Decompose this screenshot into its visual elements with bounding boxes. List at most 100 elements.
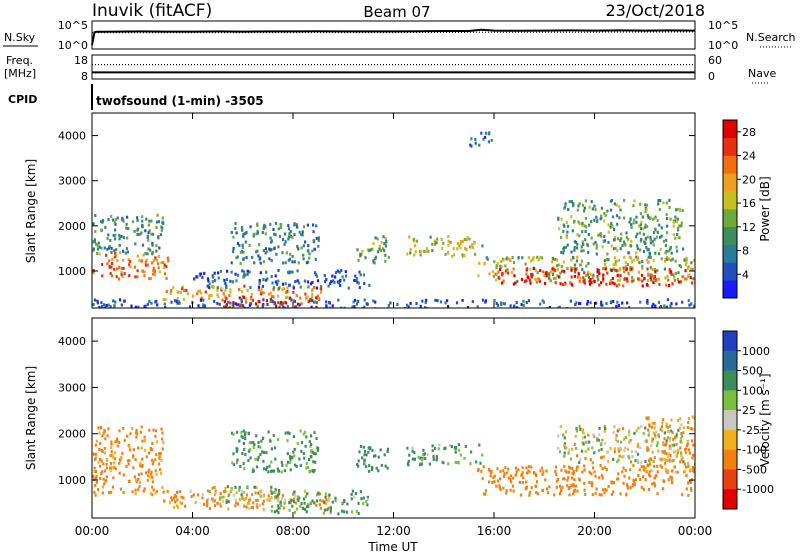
velocity-ylabel: Slant Range [km] bbox=[24, 366, 38, 470]
echo-cell bbox=[408, 235, 411, 239]
echo-cell bbox=[144, 448, 147, 452]
echo-cell bbox=[168, 501, 172, 505]
echo-cell bbox=[423, 249, 426, 253]
echo-cell bbox=[590, 200, 593, 204]
echo-cell bbox=[581, 428, 585, 432]
echo-cell bbox=[140, 425, 143, 429]
echo-cell bbox=[623, 198, 626, 202]
echo-cell bbox=[511, 256, 514, 259]
echo-cell bbox=[690, 267, 693, 271]
freq-right-tick-bottom: 0 bbox=[708, 70, 715, 83]
echo-cell bbox=[134, 275, 137, 279]
echo-cell bbox=[651, 304, 654, 308]
echo-cell bbox=[279, 300, 282, 304]
echo-cell bbox=[595, 487, 598, 491]
echo-cell bbox=[208, 282, 211, 286]
echo-cell bbox=[528, 470, 531, 474]
echo-cell bbox=[685, 487, 688, 491]
echo-cell bbox=[498, 264, 502, 268]
echo-cell bbox=[490, 138, 493, 142]
echo-cell bbox=[283, 469, 286, 473]
echo-cell bbox=[94, 443, 97, 447]
echo-cell bbox=[256, 465, 259, 469]
echo-cell bbox=[674, 215, 677, 219]
echo-cell bbox=[162, 261, 165, 265]
echo-cell bbox=[355, 278, 358, 282]
echo-cell bbox=[595, 220, 599, 223]
echo-cell bbox=[590, 220, 593, 224]
echo-cell bbox=[502, 279, 505, 283]
echo-cell bbox=[376, 237, 379, 241]
echo-cell bbox=[564, 205, 567, 209]
echo-cell bbox=[618, 449, 621, 453]
echo-cell bbox=[674, 271, 677, 275]
echo-cell bbox=[382, 235, 385, 239]
echo-cell bbox=[633, 218, 636, 222]
echo-cell bbox=[207, 279, 210, 283]
echo-cell bbox=[676, 233, 679, 236]
echo-cell bbox=[385, 240, 388, 244]
echo-cell bbox=[363, 305, 366, 308]
echo-cell bbox=[232, 235, 235, 239]
echo-cell bbox=[146, 263, 149, 267]
echo-cell bbox=[617, 258, 620, 262]
echo-cell bbox=[587, 233, 590, 237]
echo-cell bbox=[227, 500, 230, 504]
echo-cell bbox=[244, 437, 247, 440]
echo-cell bbox=[238, 488, 241, 492]
echo-cell bbox=[151, 243, 154, 247]
echo-cell bbox=[451, 254, 454, 258]
echo-cell bbox=[640, 220, 643, 224]
echo-cell bbox=[663, 267, 666, 271]
echo-cell bbox=[252, 234, 255, 238]
echo-cell bbox=[261, 304, 264, 308]
echo-cell bbox=[579, 302, 582, 305]
echo-cell bbox=[647, 260, 650, 264]
echo-cell bbox=[323, 500, 326, 504]
echo-cell bbox=[602, 273, 605, 277]
echo-cell bbox=[174, 494, 177, 497]
echo-cell bbox=[484, 131, 488, 135]
echo-cell bbox=[265, 250, 269, 254]
echo-cell bbox=[372, 259, 375, 263]
echo-cell bbox=[175, 299, 178, 303]
echo-cell bbox=[252, 441, 255, 444]
echo-cell bbox=[594, 208, 597, 212]
echo-cell bbox=[262, 499, 265, 503]
echo-cell bbox=[499, 268, 502, 271]
echo-cell bbox=[574, 434, 577, 438]
echo-cell bbox=[267, 430, 270, 434]
echo-cell bbox=[614, 246, 617, 250]
colorbar-swatch bbox=[723, 331, 737, 352]
colorbar-swatch bbox=[723, 350, 737, 371]
echo-cell bbox=[609, 225, 612, 229]
echo-cell bbox=[499, 469, 502, 473]
echo-cell bbox=[644, 225, 647, 229]
echo-cell bbox=[668, 206, 671, 209]
echo-cell bbox=[566, 230, 569, 234]
echo-cell bbox=[644, 203, 647, 207]
echo-cell bbox=[644, 466, 647, 470]
echo-cell bbox=[143, 439, 147, 443]
echo-cell bbox=[628, 268, 631, 272]
echo-cell bbox=[596, 268, 599, 272]
echo-cell bbox=[568, 493, 571, 497]
echo-cell bbox=[265, 451, 268, 455]
echo-cell bbox=[662, 443, 665, 447]
echo-cell bbox=[207, 285, 210, 289]
echo-cell bbox=[234, 272, 237, 276]
echo-cell bbox=[579, 458, 582, 462]
freq-right-tick-top: 60 bbox=[708, 54, 722, 67]
echo-cell bbox=[204, 290, 207, 294]
echo-cell bbox=[420, 462, 423, 466]
echo-cell bbox=[201, 296, 204, 300]
echo-cell bbox=[255, 486, 258, 490]
echo-cell bbox=[273, 247, 276, 251]
colorbar-swatch bbox=[723, 226, 737, 245]
echo-cell bbox=[118, 243, 121, 247]
echo-cell bbox=[628, 433, 631, 437]
echo-cell bbox=[315, 224, 318, 228]
echo-cell bbox=[612, 267, 615, 271]
echo-cell bbox=[567, 470, 570, 474]
echo-cell bbox=[666, 455, 669, 459]
